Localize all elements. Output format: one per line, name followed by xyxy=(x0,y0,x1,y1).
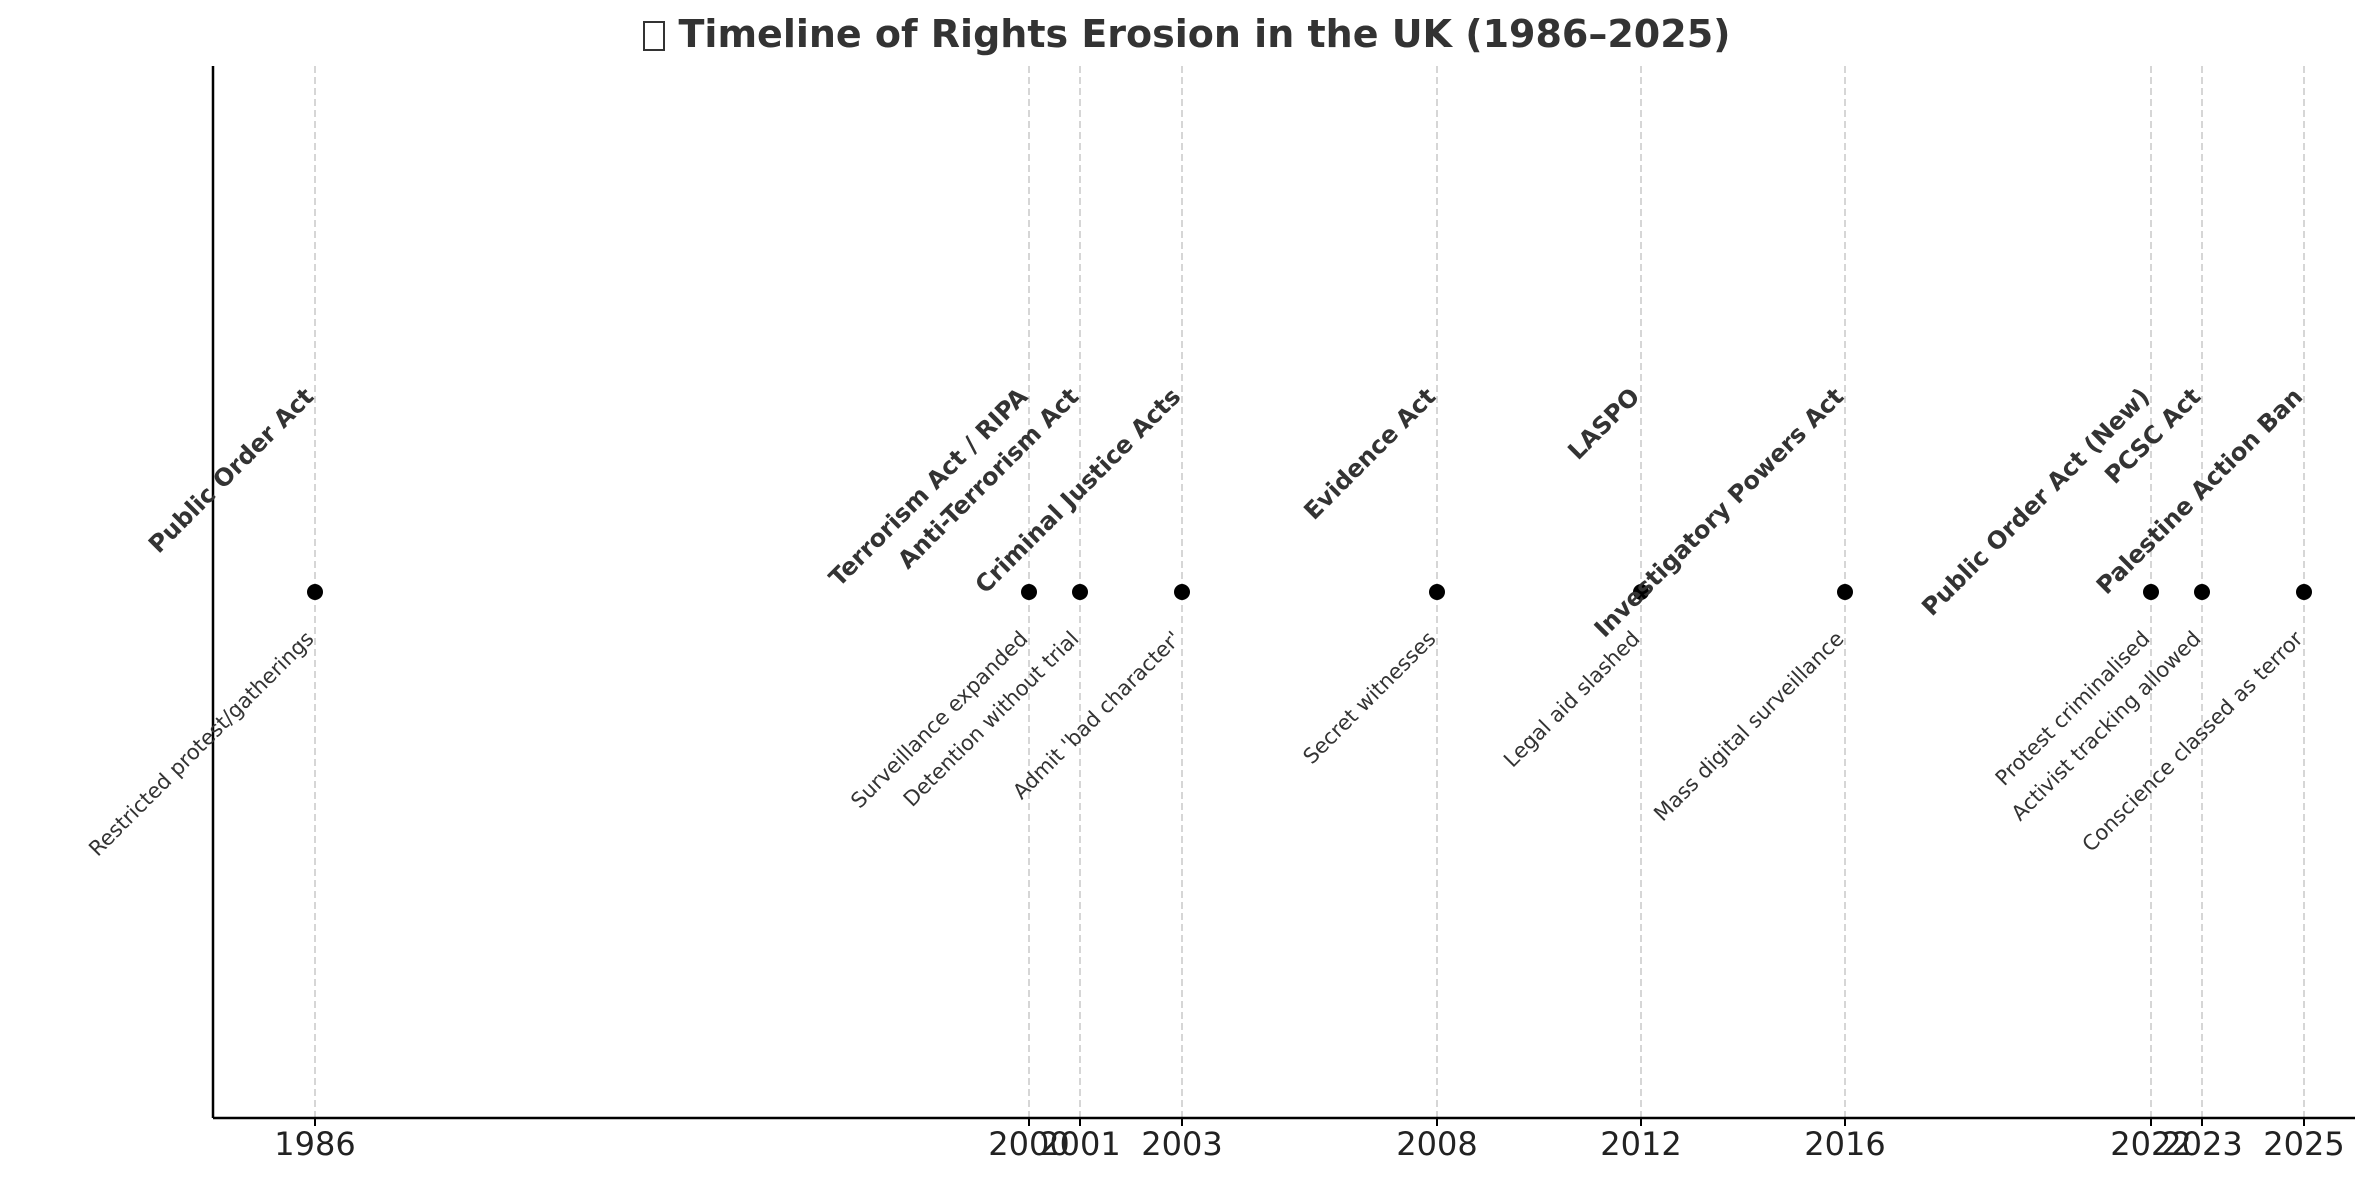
event-label-2008: Evidence Act xyxy=(1298,382,1441,525)
event-markers xyxy=(307,584,2312,600)
event-marker-2023 xyxy=(2194,584,2210,600)
x-tick-label-2001: 2001 xyxy=(1039,1125,1120,1163)
event-description-1986: Restricted protest/gatherings xyxy=(84,627,318,861)
x-tick-label-2003: 2003 xyxy=(1141,1125,1222,1163)
x-tick-label-2012: 2012 xyxy=(1600,1125,1681,1163)
x-tick-label-2000: 2000 xyxy=(988,1125,1069,1163)
chart-title-text: Timeline of Rights Erosion in the UK (19… xyxy=(678,12,1731,56)
event-label-2012: LASPO xyxy=(1562,382,1645,465)
grid-layer xyxy=(314,66,2305,1118)
x-tick-label-2022: 2022 xyxy=(2110,1125,2191,1163)
event-marker-2008 xyxy=(1429,584,1445,600)
x-tick-label-1986: 1986 xyxy=(274,1125,355,1163)
event-marker-2001 xyxy=(1072,584,1088,600)
event-marker-1986 xyxy=(307,584,323,600)
event-marker-2000 xyxy=(1021,584,1037,600)
unrendered-emoji-icon xyxy=(642,21,665,51)
x-tick-label-2008: 2008 xyxy=(1396,1125,1477,1163)
event-descriptions: Restricted protest/gatherings Surveillanc… xyxy=(84,626,2308,861)
event-description-2023: Activist tracking allowed xyxy=(2007,627,2206,826)
event-marker-2022 xyxy=(2143,584,2159,600)
x-tick-label-2025: 2025 xyxy=(2263,1125,2344,1163)
event-label-2016: Investigatory Powers Act xyxy=(1589,382,1849,642)
x-tick-label-2023: 2023 xyxy=(2161,1125,2242,1163)
event-marker-2003 xyxy=(1174,584,1190,600)
event-description-2008: Secret witnesses xyxy=(1298,627,1440,769)
event-marker-2025 xyxy=(2296,584,2312,600)
event-labels: Public Order Act Terrorism Act / RIPAAnti… xyxy=(143,382,2308,643)
x-tick-label-2016: 2016 xyxy=(1804,1125,1885,1163)
event-description-2016: Mass digital surveillance xyxy=(1649,627,1848,826)
event-marker-2012 xyxy=(1633,584,1649,600)
event-label-1986: Public Order Act xyxy=(143,382,319,558)
chart-title: Timeline of Rights Erosion in the UK (19… xyxy=(0,12,2373,56)
event-description-2003: Admit 'bad character' xyxy=(1008,627,1185,804)
event-marker-2016 xyxy=(1837,584,1853,600)
event-description-2012: Legal aid slashed xyxy=(1499,627,1645,773)
